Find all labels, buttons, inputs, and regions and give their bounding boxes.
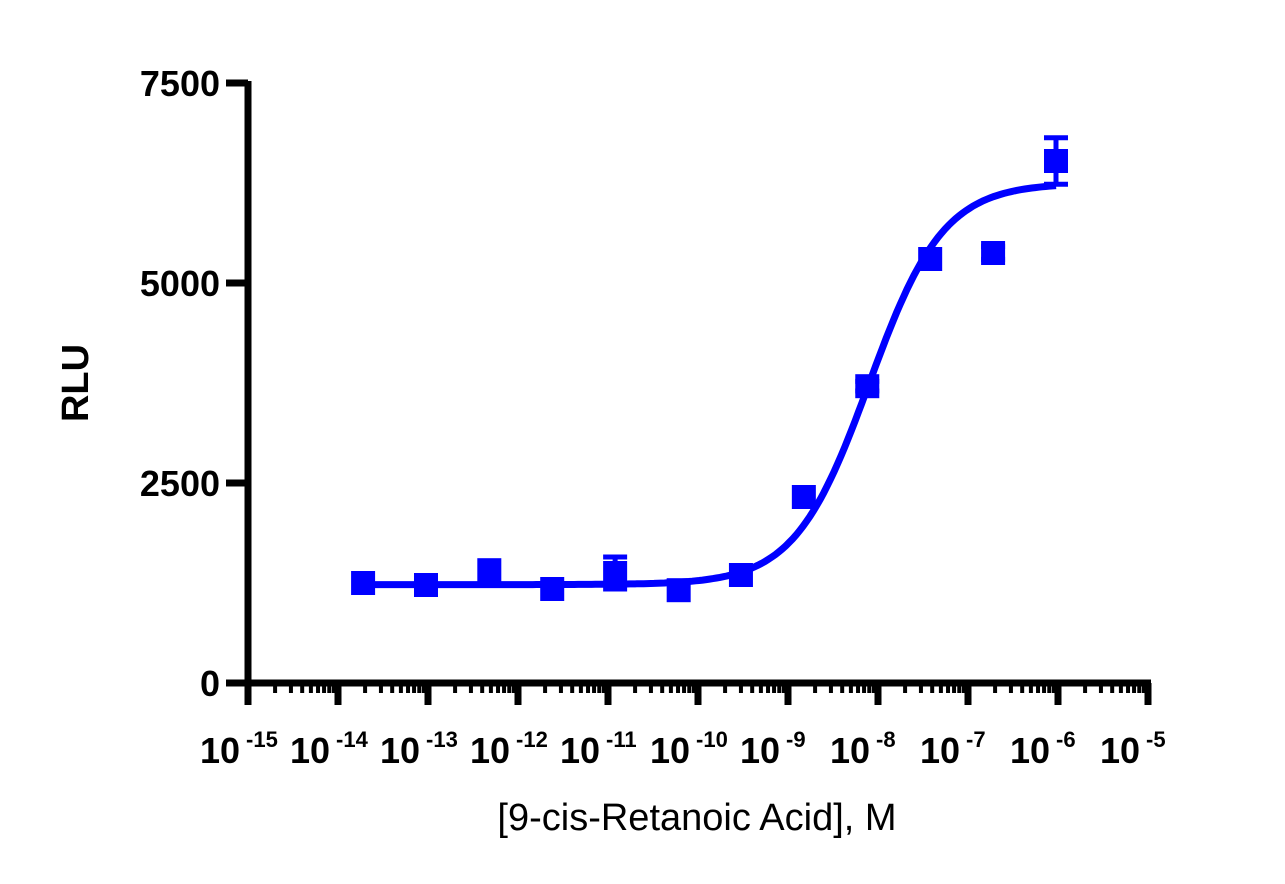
y-tick-label: 2500 (140, 463, 220, 504)
x-tick-label: 10 -11 (560, 727, 637, 771)
square-marker (981, 241, 1006, 265)
y-axis: 0 2500 5000 7500 (140, 63, 252, 705)
x-tick-label: 10 -14 (290, 727, 369, 771)
x-tick-label: 10 -13 (380, 727, 458, 771)
fit-curve (363, 182, 1057, 589)
square-marker (603, 561, 628, 585)
square-marker (855, 374, 880, 399)
fit-curve-line (363, 182, 1057, 589)
x-tick-label: 10 -9 (740, 727, 806, 771)
square-marker (666, 578, 691, 603)
x-tick-label: 10 -6 (1010, 727, 1076, 771)
x-axis-title: [9-cis-Retanoic Acid], M (497, 797, 896, 839)
square-marker (918, 247, 943, 271)
x-tick-label: 10 -7 (920, 727, 986, 771)
y-axis-title: RLU (55, 344, 97, 422)
square-marker (351, 571, 376, 595)
y-tick-label: 0 (200, 663, 220, 704)
x-axis: 10 -15 10 -14 10 -13 10 -12 10 -11 10 -10 10 -9 10 -8 10… (200, 679, 1166, 771)
square-marker (1043, 149, 1068, 173)
x-tick-label: 10 -12 (470, 727, 548, 771)
square-marker (791, 485, 816, 509)
square-marker (540, 577, 565, 601)
data-points (351, 135, 1068, 603)
x-tick-label: 10 -5 (1100, 727, 1166, 771)
x-tick-label: 10 -15 (200, 727, 278, 771)
y-tick-label: 7500 (140, 63, 220, 104)
square-marker (728, 563, 753, 587)
square-marker (477, 558, 502, 583)
x-tick-label: 10 -8 (830, 727, 896, 771)
y-tick-label: 5000 (140, 263, 220, 304)
square-marker (413, 573, 438, 597)
x-tick-label: 10 -10 (650, 727, 728, 771)
